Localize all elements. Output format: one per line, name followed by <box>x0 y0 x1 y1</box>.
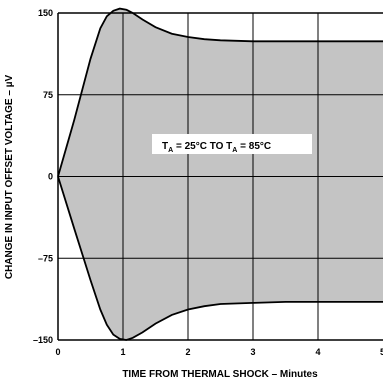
annotation-sub-1: A <box>168 147 173 154</box>
x-tick-label: 3 <box>250 347 255 357</box>
x-tick-label: 1 <box>120 347 125 357</box>
x-tick-label: 0 <box>55 347 60 357</box>
tick-labels: 0 1 2 3 4 5 150 75 0 –75 –150 <box>33 8 383 357</box>
annotation-background <box>152 134 312 154</box>
annotation-sub-2: A <box>232 147 237 154</box>
annotation-mid: = 25°C TO T <box>173 141 232 152</box>
y-tick-label: –150 <box>33 335 53 345</box>
x-axis-label: TIME FROM THERMAL SHOCK – Minutes <box>122 369 318 380</box>
grid <box>58 13 383 340</box>
annotation-text: TA = 25°C TO TA = 85°C <box>162 141 271 154</box>
x-tick-label: 5 <box>380 347 383 357</box>
y-axis-label: CHANGE IN INPUT OFFSET VOLTAGE – µV <box>4 75 15 280</box>
y-tick-label: 150 <box>38 8 53 18</box>
annotation-suffix: = 85°C <box>237 141 271 152</box>
annotation: TA = 25°C TO TA = 85°C <box>152 134 312 154</box>
envelope-area <box>58 8 383 340</box>
plot-area <box>57 7 383 341</box>
y-tick-label: –75 <box>38 253 53 263</box>
x-tick-label: 4 <box>315 347 320 357</box>
plot-frame <box>57 12 383 341</box>
y-tick-label: 0 <box>48 172 53 182</box>
x-tick-label: 2 <box>185 347 190 357</box>
series-upper-line <box>57 7 383 177</box>
annotation-prefix: T <box>162 141 168 152</box>
series-lower-line <box>57 176 383 341</box>
y-tick-label: 75 <box>43 90 53 100</box>
